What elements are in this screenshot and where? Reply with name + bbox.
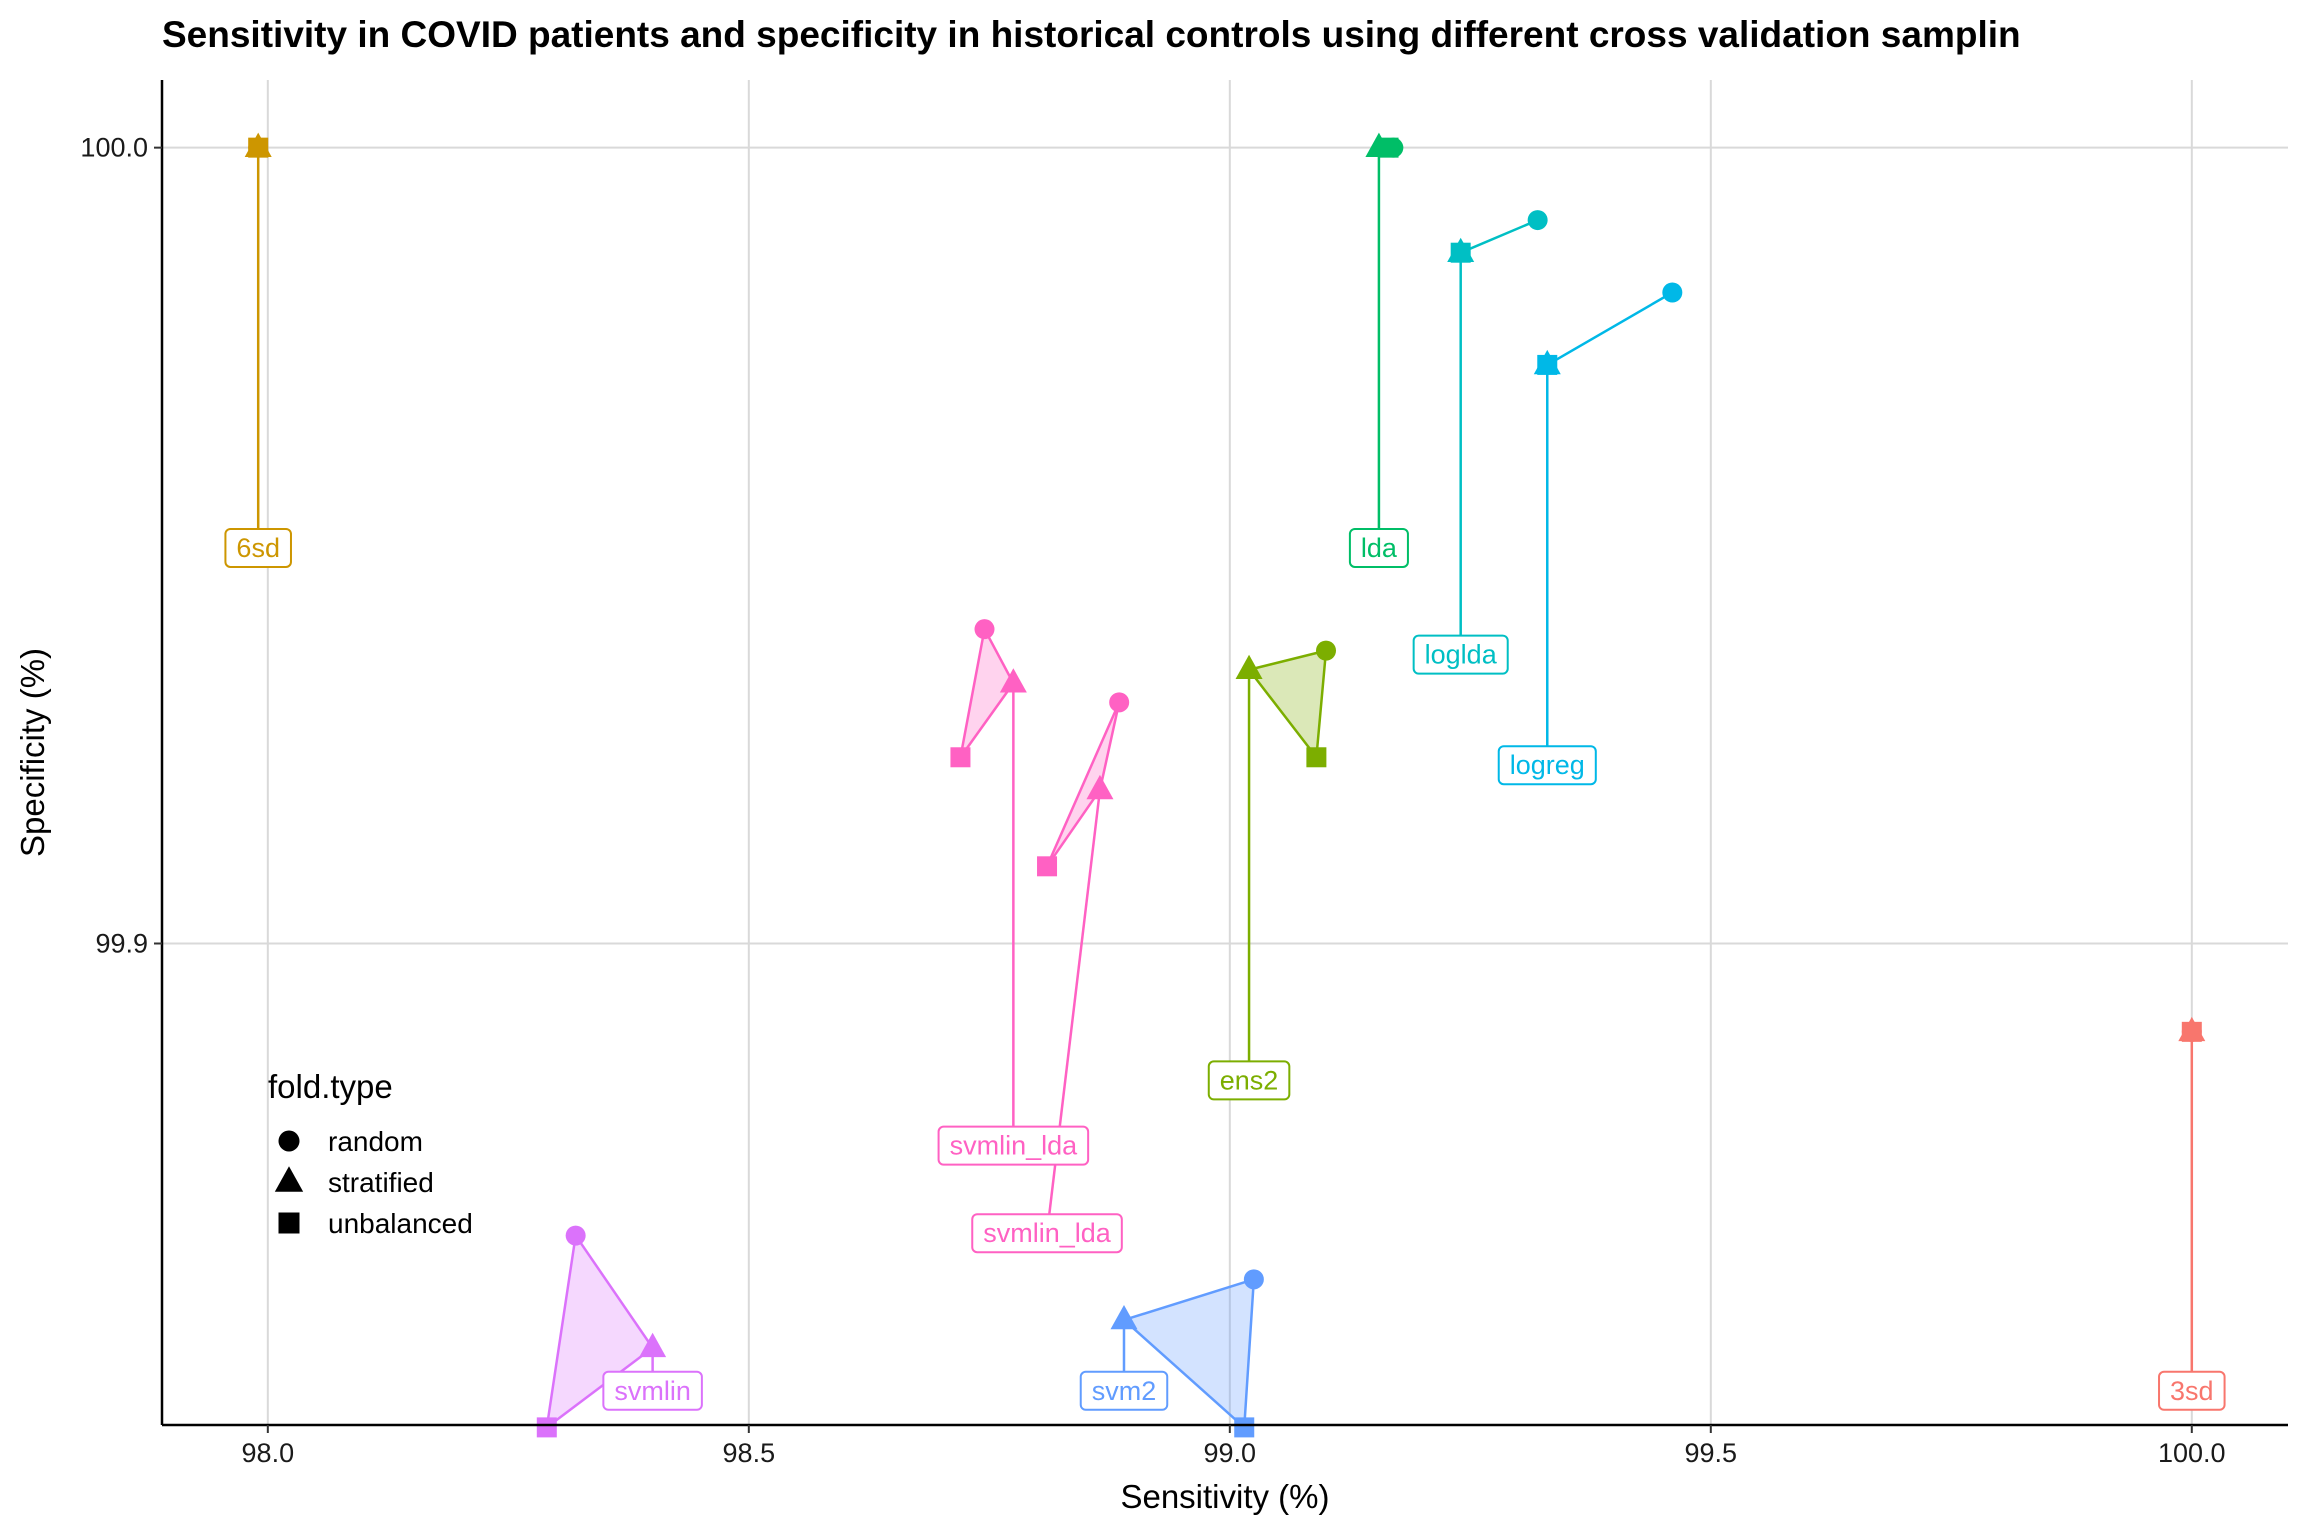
connector-layer <box>256 147 2194 1391</box>
series-label-text: 6sd <box>236 533 280 563</box>
point-unbalanced <box>1450 242 1471 263</box>
point-unbalanced <box>1378 137 1399 158</box>
point-stratified <box>1086 774 1114 800</box>
point-random <box>974 619 995 640</box>
point-random <box>1662 282 1683 303</box>
x-tick-label: 98.5 <box>723 1438 776 1468</box>
series-label-svmlin_lda: svmlin_lda <box>937 1125 1090 1166</box>
point-random <box>1527 210 1548 231</box>
series-label-text: svmlin <box>614 1376 691 1406</box>
series-label-box <box>1207 1060 1291 1101</box>
y-axis-title: Specificity (%) <box>14 648 51 857</box>
legend-label-stratified: stratified <box>328 1167 434 1198</box>
point-random <box>1243 1269 1264 1290</box>
legend: fold.type random stratified unbalanced <box>268 1068 473 1239</box>
series-label-box <box>971 1213 1123 1254</box>
x-tick-label: 99.5 <box>1685 1438 1738 1468</box>
point-unbalanced <box>2181 1021 2202 1042</box>
series-label-lda: lda <box>1348 527 1409 568</box>
series-label-text: svm2 <box>1092 1376 1157 1406</box>
series-label-svm2: svm2 <box>1079 1370 1169 1411</box>
point-unbalanced <box>1037 856 1058 877</box>
axis-layer: 98.0 98.5 99.0 99.5 100.0 99.9 100.0 Sensitivit… <box>14 80 2288 1515</box>
series-label-box <box>1497 745 1597 786</box>
y-tick-label: 100.0 <box>80 133 148 163</box>
series-hull-svm2 <box>1122 1278 1256 1429</box>
series-label-box <box>602 1370 703 1411</box>
point-unbalanced <box>1234 1417 1255 1438</box>
series-label-text: svmlin_lda <box>950 1131 1079 1161</box>
point-unbalanced <box>536 1417 557 1438</box>
series-hull-svmlin <box>545 1234 654 1429</box>
legend-key-stratified <box>274 1166 304 1192</box>
series-label-box <box>1412 634 1509 675</box>
series-label-3sd: 3sd <box>2158 1370 2226 1411</box>
point-random <box>1316 640 1337 661</box>
series-hull-svmlin_lda <box>959 627 1015 759</box>
series-label-6sd: 6sd <box>224 527 292 568</box>
series-label-text: loglda <box>1425 640 1498 670</box>
x-tick-label: 99.0 <box>1204 1438 1257 1468</box>
series-label-text: svmlin_lda <box>983 1218 1112 1248</box>
legend-label-random: random <box>328 1126 423 1157</box>
series-hull-svmlin_lda <box>1045 701 1121 868</box>
series-label-layer: 3sd 6sd ens2 lda loglda logreg svm2 svmlin svmli… <box>224 527 2226 1411</box>
series-label-box <box>224 527 292 568</box>
point-random <box>565 1225 586 1246</box>
series-label-text: logreg <box>1510 750 1585 780</box>
series-label-box <box>2158 1370 2226 1411</box>
series-label-box <box>937 1125 1090 1166</box>
series-label-ens2: ens2 <box>1207 1060 1291 1101</box>
series-label-svmlin_lda: svmlin_lda <box>971 1213 1123 1254</box>
legend-title: fold.type <box>268 1068 393 1105</box>
legend-key-unbalanced <box>278 1212 300 1234</box>
point-stratified <box>639 1332 667 1358</box>
x-tick-label: 98.0 <box>242 1438 295 1468</box>
series-label-logreg: logreg <box>1497 745 1597 786</box>
series-label-text: ens2 <box>1220 1065 1279 1095</box>
point-stratified <box>999 668 1027 693</box>
series-label-box <box>1348 527 1409 568</box>
series-hull-logreg <box>1546 291 1674 367</box>
point-random <box>1109 692 1130 713</box>
point-unbalanced <box>248 137 269 158</box>
series-label-box <box>1079 1370 1169 1411</box>
x-tick-label: 100.0 <box>2158 1438 2226 1468</box>
chart-title: Sensitivity in COVID patients and specif… <box>162 14 2021 55</box>
point-stratified <box>1110 1304 1138 1330</box>
grid-layer <box>162 80 2288 1425</box>
series-label-loglda: loglda <box>1412 634 1509 675</box>
series-label-text: lda <box>1361 533 1398 563</box>
y-tick-label: 99.9 <box>95 929 148 959</box>
x-axis-title: Sensitivity (%) <box>1120 1478 1329 1515</box>
point-layer <box>244 132 2206 1438</box>
legend-key-random <box>278 1130 300 1152</box>
point-unbalanced <box>1537 354 1558 375</box>
series-hull-loglda <box>1459 218 1539 254</box>
point-unbalanced <box>1306 747 1327 768</box>
series-hull-ens2 <box>1247 649 1328 759</box>
series-label-svmlin: svmlin <box>602 1370 703 1411</box>
point-unbalanced <box>950 747 971 768</box>
legend-label-unbalanced: unbalanced <box>328 1208 473 1239</box>
point-stratified <box>1235 654 1263 680</box>
series-label-text: 3sd <box>2170 1376 2214 1406</box>
